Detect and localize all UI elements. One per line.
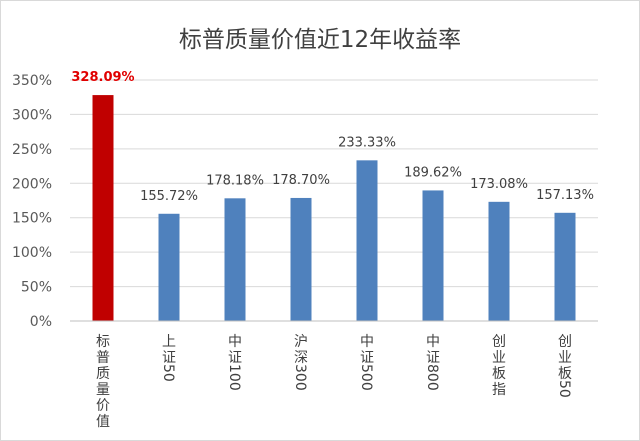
y-tick-label: 50% [21, 280, 52, 296]
bar [554, 212, 576, 321]
svg-text:业: 业 [492, 350, 506, 366]
y-tick-label: 0% [30, 314, 52, 330]
data-label: 178.18% [206, 173, 264, 188]
svg-text:证: 证 [228, 350, 242, 366]
svg-text:价: 价 [96, 398, 110, 414]
bar [422, 190, 444, 321]
bar [92, 95, 114, 321]
bar [356, 160, 378, 321]
category-label: 标普质量价值 [96, 334, 110, 430]
svg-text:值: 值 [96, 414, 110, 430]
svg-text:中: 中 [426, 334, 440, 350]
y-tick-label: 200% [12, 176, 52, 192]
bar [290, 197, 312, 321]
svg-text:指: 指 [492, 382, 506, 398]
y-tick-label: 350% [12, 73, 52, 89]
svg-text:创: 创 [492, 334, 506, 350]
svg-text:量: 量 [96, 382, 110, 398]
y-tick-label: 300% [12, 107, 52, 123]
svg-text:中: 中 [360, 334, 374, 350]
data-label: 157.13% [536, 188, 594, 203]
svg-text:标: 标 [96, 334, 110, 350]
svg-text:800: 800 [424, 364, 440, 391]
svg-text:上: 上 [162, 334, 176, 350]
svg-text:300: 300 [292, 364, 308, 391]
svg-text:100: 100 [226, 364, 242, 391]
svg-text:质: 质 [96, 366, 110, 382]
svg-text:业: 业 [558, 350, 572, 366]
svg-text:板: 板 [492, 366, 506, 382]
chart-title: 标普质量价值近12年收益率 [178, 27, 462, 53]
data-label: 328.09% [71, 70, 134, 85]
y-tick-label: 250% [12, 142, 52, 158]
svg-text:证: 证 [360, 350, 374, 366]
svg-text:500: 500 [358, 364, 374, 391]
svg-text:创: 创 [558, 334, 572, 350]
svg-text:50: 50 [556, 380, 572, 398]
svg-text:普: 普 [96, 350, 110, 366]
svg-text:沪: 沪 [294, 334, 308, 350]
data-label: 233.33% [338, 135, 396, 150]
y-tick-label: 100% [12, 245, 52, 261]
y-tick-label: 150% [12, 211, 52, 227]
data-label: 173.08% [470, 177, 528, 192]
bar [224, 198, 246, 321]
svg-text:证: 证 [162, 350, 176, 366]
svg-text:50: 50 [160, 364, 176, 382]
data-label: 189.62% [404, 165, 462, 180]
bar [158, 213, 180, 321]
svg-text:深: 深 [294, 350, 308, 366]
bar [488, 201, 510, 321]
svg-text:板: 板 [558, 366, 572, 382]
svg-text:证: 证 [426, 350, 440, 366]
data-label: 155.72% [140, 189, 198, 204]
data-label: 178.70% [272, 173, 330, 188]
svg-text:中: 中 [228, 334, 242, 350]
